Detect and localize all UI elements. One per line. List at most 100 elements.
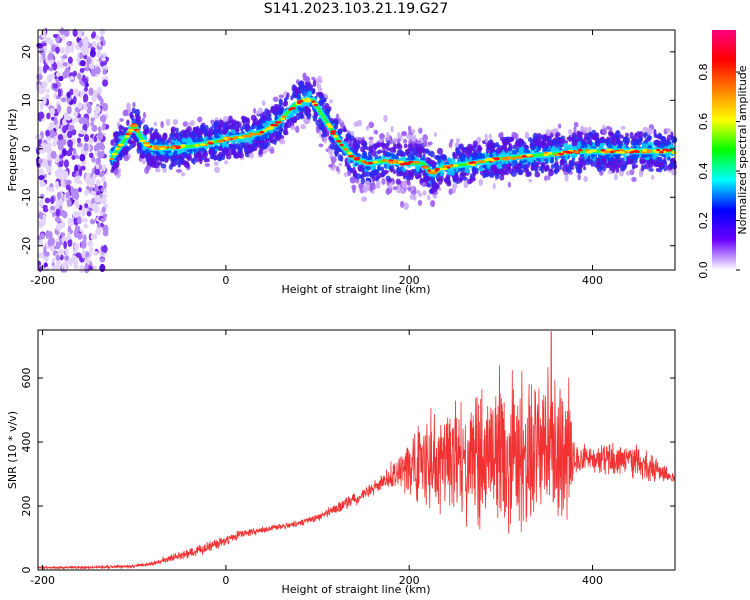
halo-speck	[223, 115, 228, 123]
noise-speck	[54, 42, 59, 48]
halo-speck	[394, 156, 399, 161]
noise-speck	[36, 42, 43, 48]
halo-speck	[625, 136, 630, 144]
halo-speck	[131, 118, 137, 125]
halo-speck	[259, 118, 266, 124]
halo-speck	[625, 132, 629, 138]
noise-speck	[55, 71, 61, 78]
ridge-peak	[250, 132, 258, 136]
halo-speck	[365, 184, 371, 192]
noise-speck	[55, 222, 63, 232]
spectrogram-y-axis: -20 -10 0 10 20	[20, 45, 675, 255]
halo-speck	[231, 123, 235, 130]
halo-speck	[237, 146, 243, 153]
noise-speck	[40, 142, 47, 148]
ridge-peak	[131, 124, 139, 127]
halo-speck	[578, 156, 583, 162]
halo-speck	[305, 109, 312, 113]
halo-speck	[492, 182, 496, 190]
halo-speck	[568, 128, 572, 135]
snr-y-axis: 0 200 400 600	[20, 368, 675, 574]
noise-speck	[91, 265, 97, 271]
halo-speck	[490, 141, 495, 148]
ridge-peak	[670, 151, 678, 154]
halo-speck	[155, 150, 160, 155]
halo-speck	[620, 125, 626, 130]
noise-speck	[93, 144, 100, 153]
noise-speck	[89, 246, 94, 252]
noise-speck	[90, 218, 96, 225]
halo-speck	[210, 119, 215, 125]
halo-speck	[418, 192, 423, 197]
halo-speck	[351, 184, 357, 190]
halo-speck	[580, 125, 585, 132]
ridge-peak	[124, 135, 131, 138]
ridge-peak	[259, 130, 265, 134]
halo-speck	[366, 166, 371, 171]
halo-speck	[262, 142, 269, 149]
halo-speck	[275, 103, 280, 112]
halo-speck	[638, 170, 644, 178]
noise-speck	[45, 129, 50, 137]
colorbar-axis: 0.0 0.2 0.4 0.6 0.8	[697, 63, 740, 279]
halo-speck	[374, 184, 381, 189]
noise-speck	[72, 70, 78, 77]
x-tick-label: 0	[222, 574, 229, 587]
noise-speck	[94, 194, 101, 203]
halo-speck	[493, 165, 498, 172]
halo-speck	[396, 138, 401, 143]
noise-speck	[76, 142, 83, 148]
halo-speck	[302, 72, 307, 79]
ridge-peak	[659, 150, 664, 154]
halo-speck	[186, 153, 192, 160]
halo-speck	[306, 112, 312, 120]
x-tick-label: 200	[399, 574, 420, 587]
noise-speck	[86, 56, 92, 65]
halo-speck	[501, 138, 507, 145]
noise-speck	[58, 75, 64, 82]
noise-speck	[68, 124, 75, 131]
halo-speck	[552, 140, 559, 146]
noise-speck	[57, 88, 62, 98]
halo-speck	[365, 125, 370, 131]
halo-speck	[318, 143, 324, 148]
halo-speck	[274, 116, 279, 121]
halo-speck	[576, 130, 582, 138]
colorbar-tick-label: 0.2	[697, 212, 710, 230]
noise-speck	[94, 168, 100, 176]
ridge-peak	[111, 152, 118, 156]
ridge-peak	[495, 157, 500, 160]
halo-speck	[234, 152, 238, 159]
noise-speck	[60, 178, 65, 187]
halo-speck	[417, 199, 423, 206]
halo-speck	[434, 182, 440, 190]
halo-speck	[407, 169, 412, 178]
ridge-peak	[585, 148, 589, 152]
halo-speck	[213, 145, 219, 150]
ridge-peak	[115, 147, 120, 151]
halo-speck	[354, 162, 360, 167]
noise-speck	[100, 97, 104, 107]
noise-speck	[76, 137, 81, 144]
halo-speck	[338, 162, 343, 167]
halo-speck	[294, 108, 300, 114]
halo-speck	[651, 174, 655, 180]
halo-speck	[466, 152, 470, 160]
halo-speck	[404, 148, 410, 156]
noise-speck	[78, 40, 83, 48]
ridge-peak	[574, 150, 580, 154]
ridge-peak	[489, 158, 495, 161]
noise-speck	[44, 93, 50, 100]
halo-speck	[373, 143, 378, 151]
noise-speck	[63, 240, 68, 250]
halo-speck	[555, 163, 560, 168]
halo-speck	[423, 174, 427, 179]
halo-speck	[538, 166, 543, 172]
halo-speck	[587, 140, 593, 145]
noise-speck	[43, 66, 47, 74]
noise-speck	[77, 72, 82, 80]
ridge-peak	[654, 150, 660, 154]
ridge-peak	[662, 150, 667, 154]
noise-speck	[67, 232, 71, 241]
colorbar-tick-label: 0.6	[697, 113, 710, 130]
